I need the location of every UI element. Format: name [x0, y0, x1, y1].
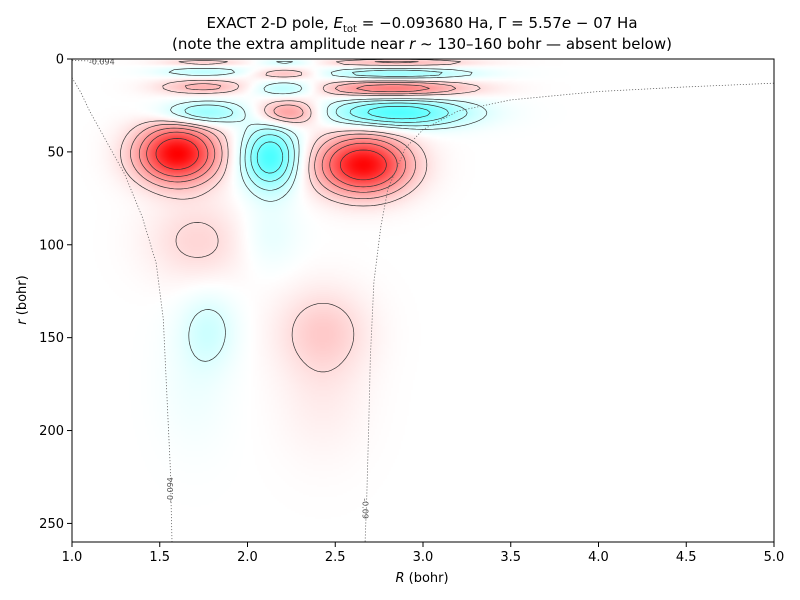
chart-title: EXACT 2-D pole, Etot = −0.093680 Ha, Γ =…: [206, 14, 637, 35]
x-tick-label: 3.5: [500, 550, 521, 565]
contour-level-0p25: [130, 60, 457, 200]
y-tick-label: 0: [56, 53, 64, 68]
potential-contour-2: [364, 82, 775, 543]
contour-level-neg0p13: [168, 60, 488, 362]
y-axis-label: r (bohr): [15, 275, 30, 324]
contour-level-0p75: [155, 138, 387, 181]
x-tick-label: 1.5: [149, 550, 170, 565]
contour-level-neg0p55: [256, 105, 431, 174]
y-tick-label: 200: [39, 424, 64, 439]
y-tick-label: 250: [39, 517, 64, 532]
contour-level-neg0p25: [184, 69, 468, 191]
y-axis: 0 50 100 150 200 250: [39, 53, 72, 532]
y-tick-label: 100: [39, 238, 64, 253]
potential-contour-label-2: -0.09: [361, 498, 370, 519]
x-tick-label: 4.5: [676, 550, 697, 565]
contour-level-0p4: [138, 84, 430, 193]
y-tick-label: 50: [47, 145, 64, 160]
potential-contour-label-1: -0.094: [89, 57, 115, 66]
potential-contour-label-0: -0.094: [166, 477, 175, 503]
x-tick-label: 2.0: [237, 550, 258, 565]
x-axis: 1.0 1.5 2.0 2.5 3.0 3.5 4.0 4.5 5.0: [62, 542, 785, 565]
potential-contour-0: [71, 77, 173, 543]
x-tick-label: 1.0: [62, 550, 83, 565]
contour-level-0p55: [146, 131, 398, 188]
x-axis-label: R (bohr): [395, 571, 448, 586]
contour-level-0p13: [120, 59, 481, 373]
x-tick-label: 3.0: [413, 550, 434, 565]
x-tick-label: 2.5: [325, 550, 346, 565]
chart-subtitle: (note the extra amplitude near r ∼ 130–1…: [172, 35, 672, 53]
heatmap-raster: [72, 59, 774, 542]
potential-contours: -0.094 -0.094 -0.09: [71, 57, 775, 543]
x-tick-label: 4.0: [588, 550, 609, 565]
contour-lines: [120, 59, 488, 373]
x-tick-label: 5.0: [764, 550, 785, 565]
y-tick-label: 150: [39, 331, 64, 346]
contour-level-neg0p4: [250, 102, 449, 182]
